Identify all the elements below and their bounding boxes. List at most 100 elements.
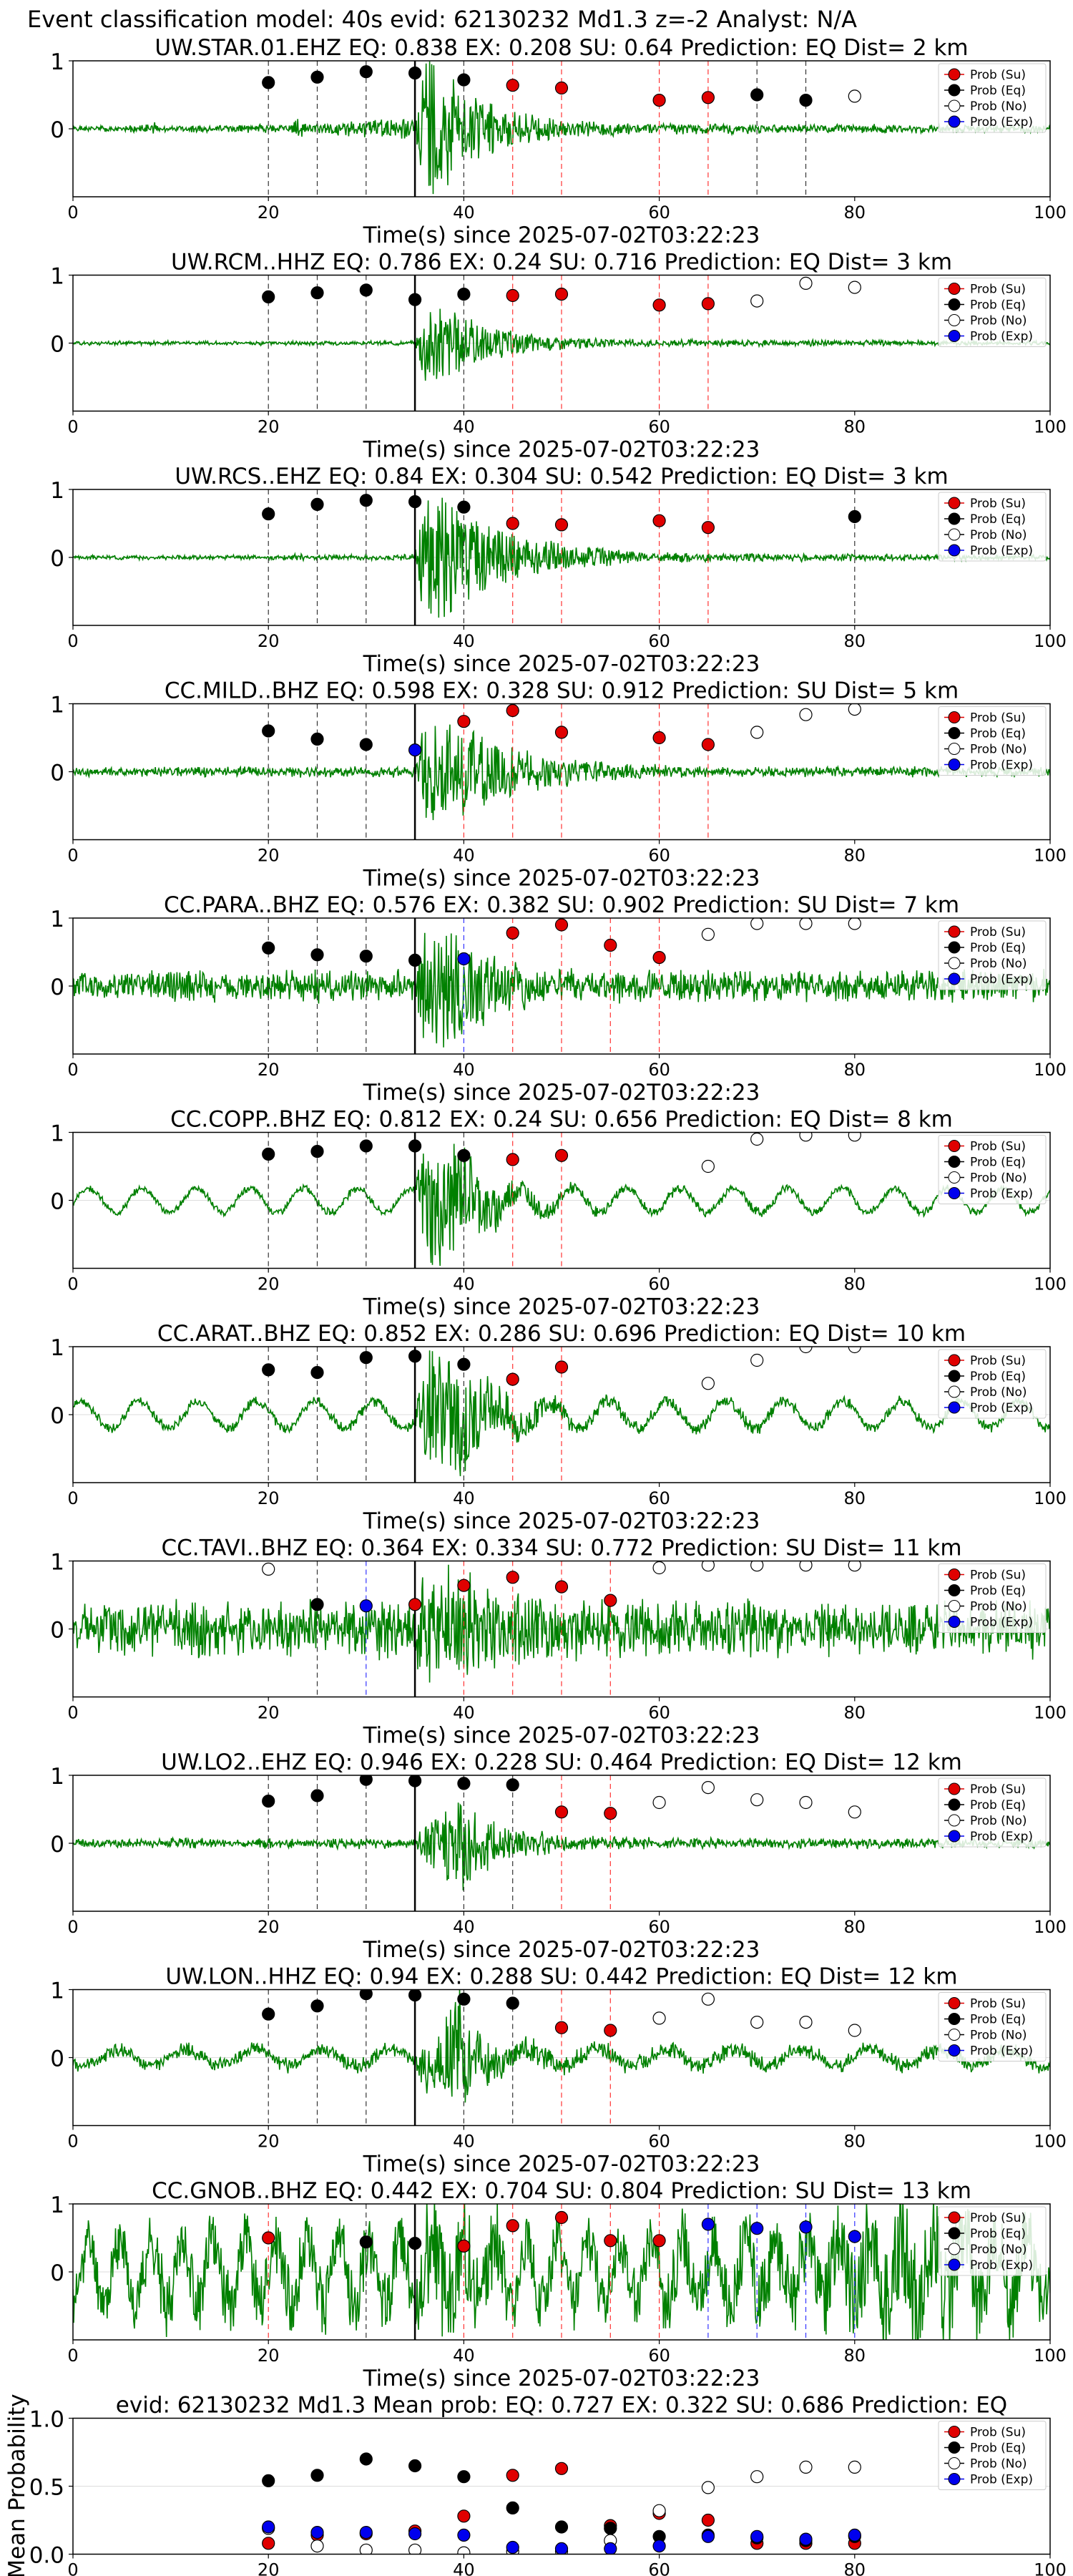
- panel-7-legend-marker-eq: [948, 1370, 961, 1382]
- panel-1-marker-eq: [262, 76, 275, 89]
- panel-3-legend-label-no: Prob (No): [970, 528, 1027, 542]
- panel-1-marker-no: [848, 89, 861, 103]
- panel-5-marker-eq: [408, 953, 422, 967]
- panel-6-xlabel: Time(s) since 2025-07-02T03:22:23: [363, 1294, 760, 1320]
- panel-9-marker-su: [604, 1807, 617, 1820]
- panel-3-marker-eq: [310, 497, 324, 512]
- panel-1-xtick-label: 0: [67, 203, 78, 223]
- panel-2-marker-no: [750, 294, 764, 308]
- panel-5-marker-exp: [457, 952, 471, 966]
- panel-1-legend-marker-no: [948, 99, 961, 112]
- panel-5-marker-no: [701, 927, 715, 941]
- panel-4-xtick-label: 40: [453, 846, 475, 866]
- panel-9-title: UW.LO2..EHZ EQ: 0.946 EX: 0.228 SU: 0.46…: [161, 1750, 962, 1775]
- panel-1-legend: [938, 63, 1047, 133]
- panel-2-legend-marker-exp: [948, 330, 961, 342]
- panel-2-plot-area: [73, 275, 1050, 411]
- panel-10-legend-marker-eq: [948, 2013, 961, 2025]
- panel-10-marker-su: [604, 2024, 617, 2037]
- panel-11-ytick-label: 1: [50, 2192, 64, 2218]
- panel-6-legend-marker-su: [948, 1140, 961, 1152]
- panel-12-point-eq: [408, 2459, 422, 2473]
- panel-6-plot-area: [73, 1132, 1050, 1269]
- panel-8-legend-label-no: Prob (No): [970, 1600, 1027, 1614]
- panel-4-plot-area: [73, 703, 1050, 840]
- panel-6-xtick-label: 60: [648, 1274, 670, 1294]
- panel-9-xtick-label: 80: [844, 1917, 866, 1937]
- panel-3-marker-su: [701, 521, 715, 535]
- panel-10-marker-su: [554, 2021, 569, 2034]
- panel-12-point-eq: [310, 2469, 324, 2482]
- panel-9-legend-marker-eq: [948, 1798, 961, 1811]
- panel-12-point-no: [799, 2460, 813, 2474]
- panel-9-legend: [938, 1777, 1047, 1848]
- panel-3-marker-eq: [408, 494, 422, 509]
- panel-11-legend: [938, 2206, 1047, 2276]
- panel-12-point-no: [750, 2470, 764, 2484]
- panel-6-xtick-label: 0: [67, 1274, 78, 1294]
- panel-6-marker-eq: [310, 1144, 324, 1158]
- panel-12-point-no: [652, 2504, 666, 2517]
- panel-1-xtick-label: 100: [1034, 203, 1067, 223]
- panel-12-point-no: [408, 2543, 422, 2555]
- panel-9-marker-no: [848, 1805, 861, 1819]
- panel-11: CC.GNOB..BHZ EQ: 0.442 EX: 0.704 SU: 0.8…: [50, 2178, 1067, 2391]
- panel-6-marker-no: [701, 1159, 715, 1174]
- panel-12-point-no: [359, 2543, 373, 2555]
- panel-2-legend-marker-su: [948, 283, 961, 295]
- panel-3-ytick-label: 0: [50, 546, 64, 572]
- panel-9-legend-marker-exp: [948, 1830, 961, 1843]
- panel-12-ytick-label: 0.0: [29, 2543, 64, 2569]
- panel-5-legend-label-su: Prob (Su): [970, 925, 1026, 940]
- panel-10-marker-eq: [408, 1989, 422, 2002]
- panel-6-marker-eq: [359, 1139, 373, 1153]
- panel-2-legend: [938, 278, 1047, 347]
- panel-9-marker-su: [554, 1805, 569, 1819]
- panel-8-marker-eq: [310, 1598, 324, 1611]
- panel-2-xtick-label: 0: [67, 417, 78, 437]
- panel-5-marker-su: [554, 918, 569, 932]
- panel-3-xtick-label: 40: [453, 631, 475, 651]
- panel-12-point-eq: [359, 2452, 373, 2466]
- panel-12-legend: [938, 2421, 1047, 2490]
- panel-8-plot-area: [73, 1561, 1050, 1697]
- panel-2-title: UW.RCM..HHZ EQ: 0.786 EX: 0.24 SU: 0.716…: [171, 250, 952, 275]
- panel-6-title: CC.COPP..BHZ EQ: 0.812 EX: 0.24 SU: 0.65…: [170, 1107, 953, 1133]
- panel-6-marker-eq: [457, 1148, 471, 1162]
- panel-3-marker-eq: [457, 500, 471, 514]
- panel-12-ytick-label: 1.0: [29, 2407, 64, 2433]
- panel-4-xtick-label: 80: [844, 846, 866, 866]
- panel-4-xtick-label: 20: [258, 846, 280, 866]
- panel-5-marker-eq: [359, 950, 373, 963]
- panel-4-xtick-label: 60: [648, 846, 670, 866]
- panel-9-marker-eq: [408, 1775, 422, 1787]
- panel-7-xlabel: Time(s) since 2025-07-02T03:22:23: [363, 1508, 760, 1534]
- panel-3-legend-label-eq: Prob (Eq): [970, 512, 1026, 527]
- panel-1-legend-label-eq: Prob (Eq): [970, 84, 1026, 98]
- panel-12-xtick-label: 80: [844, 2560, 866, 2576]
- panel-3-legend-marker-no: [948, 528, 961, 541]
- panel-12-xtick-label: 40: [453, 2560, 475, 2576]
- panel-8-legend-label-exp: Prob (Exp): [970, 1616, 1033, 1630]
- panel-5-plot-area: [73, 918, 1050, 1054]
- panel-3-xtick-label: 80: [844, 631, 866, 651]
- panel-12-point-su: [457, 2509, 471, 2523]
- panel-11-marker-eq: [359, 2235, 373, 2249]
- panel-6-xtick-label: 80: [844, 1274, 866, 1294]
- panel-6-marker-eq: [262, 1147, 275, 1161]
- panel-9-marker-no: [799, 1795, 813, 1810]
- panel-7-marker-su: [554, 1360, 569, 1374]
- panel-11-legend-marker-exp: [948, 2258, 961, 2271]
- panel-5-marker-eq: [310, 948, 324, 962]
- panel-2-waveform: [73, 308, 1050, 381]
- panel-7-legend-label-eq: Prob (Eq): [970, 1370, 1026, 1384]
- panel-10-marker-eq: [457, 1992, 471, 2006]
- panel-12-point-eq: [604, 2522, 617, 2535]
- panel-1-legend-marker-su: [948, 68, 961, 81]
- panel-10-plot-area: [73, 1989, 1050, 2126]
- panel-4-ytick-label: 1: [50, 693, 64, 718]
- panel-7-xtick-label: 60: [648, 1488, 670, 1508]
- panel-4-legend-label-su: Prob (Su): [970, 711, 1026, 726]
- panel-1-marker-su: [652, 94, 666, 107]
- panel-7-legend-marker-no: [948, 1385, 961, 1398]
